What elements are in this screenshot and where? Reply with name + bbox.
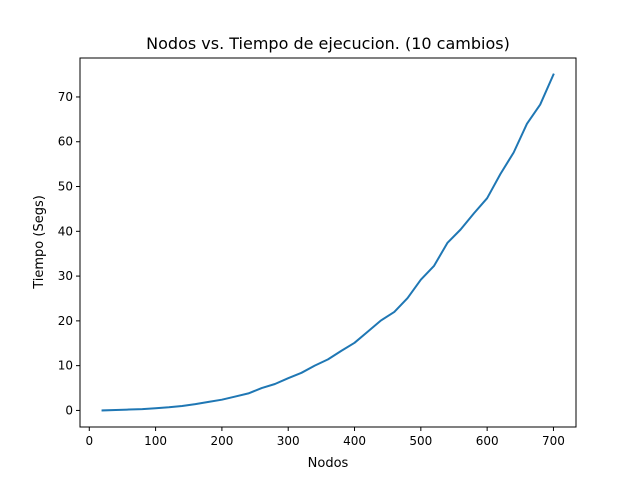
- x-tick-label: 700: [542, 434, 565, 448]
- y-tick-label: 70: [58, 90, 73, 104]
- y-tick-label: 40: [58, 224, 73, 238]
- y-ticks: 0 10 20 30 40 50 60 70: [58, 90, 80, 417]
- x-tick-label: 200: [210, 434, 233, 448]
- y-axis-label: Tiempo (Segs): [32, 195, 47, 290]
- chart-title: Nodos vs. Tiempo de ejecucion. (10 cambi…: [146, 34, 510, 53]
- x-tick-label: 100: [144, 434, 167, 448]
- y-tick-label: 60: [58, 135, 73, 149]
- plot-area: 0 100 200 300 400 500 600 700 0 10 20 30 40 50 60 70: [58, 57, 577, 448]
- x-tick-label: 600: [476, 434, 499, 448]
- x-axis-label: Nodos: [308, 456, 349, 471]
- plot-frame: [79, 57, 577, 428]
- x-tick-label: 300: [277, 434, 300, 448]
- x-tick-label: 400: [343, 434, 366, 448]
- plot-background: [80, 58, 576, 427]
- y-tick-label: 30: [58, 269, 73, 283]
- y-tick-label: 10: [58, 359, 73, 373]
- y-tick-label: 0: [65, 403, 73, 417]
- y-tick-label: 20: [58, 314, 73, 328]
- series-line: [101, 73, 555, 412]
- x-tick-label: 0: [85, 434, 93, 448]
- y-tick-label: 50: [58, 180, 73, 194]
- x-tick-label: 500: [409, 434, 432, 448]
- x-ticks: 0 100 200 300 400 500 600 700: [85, 427, 565, 448]
